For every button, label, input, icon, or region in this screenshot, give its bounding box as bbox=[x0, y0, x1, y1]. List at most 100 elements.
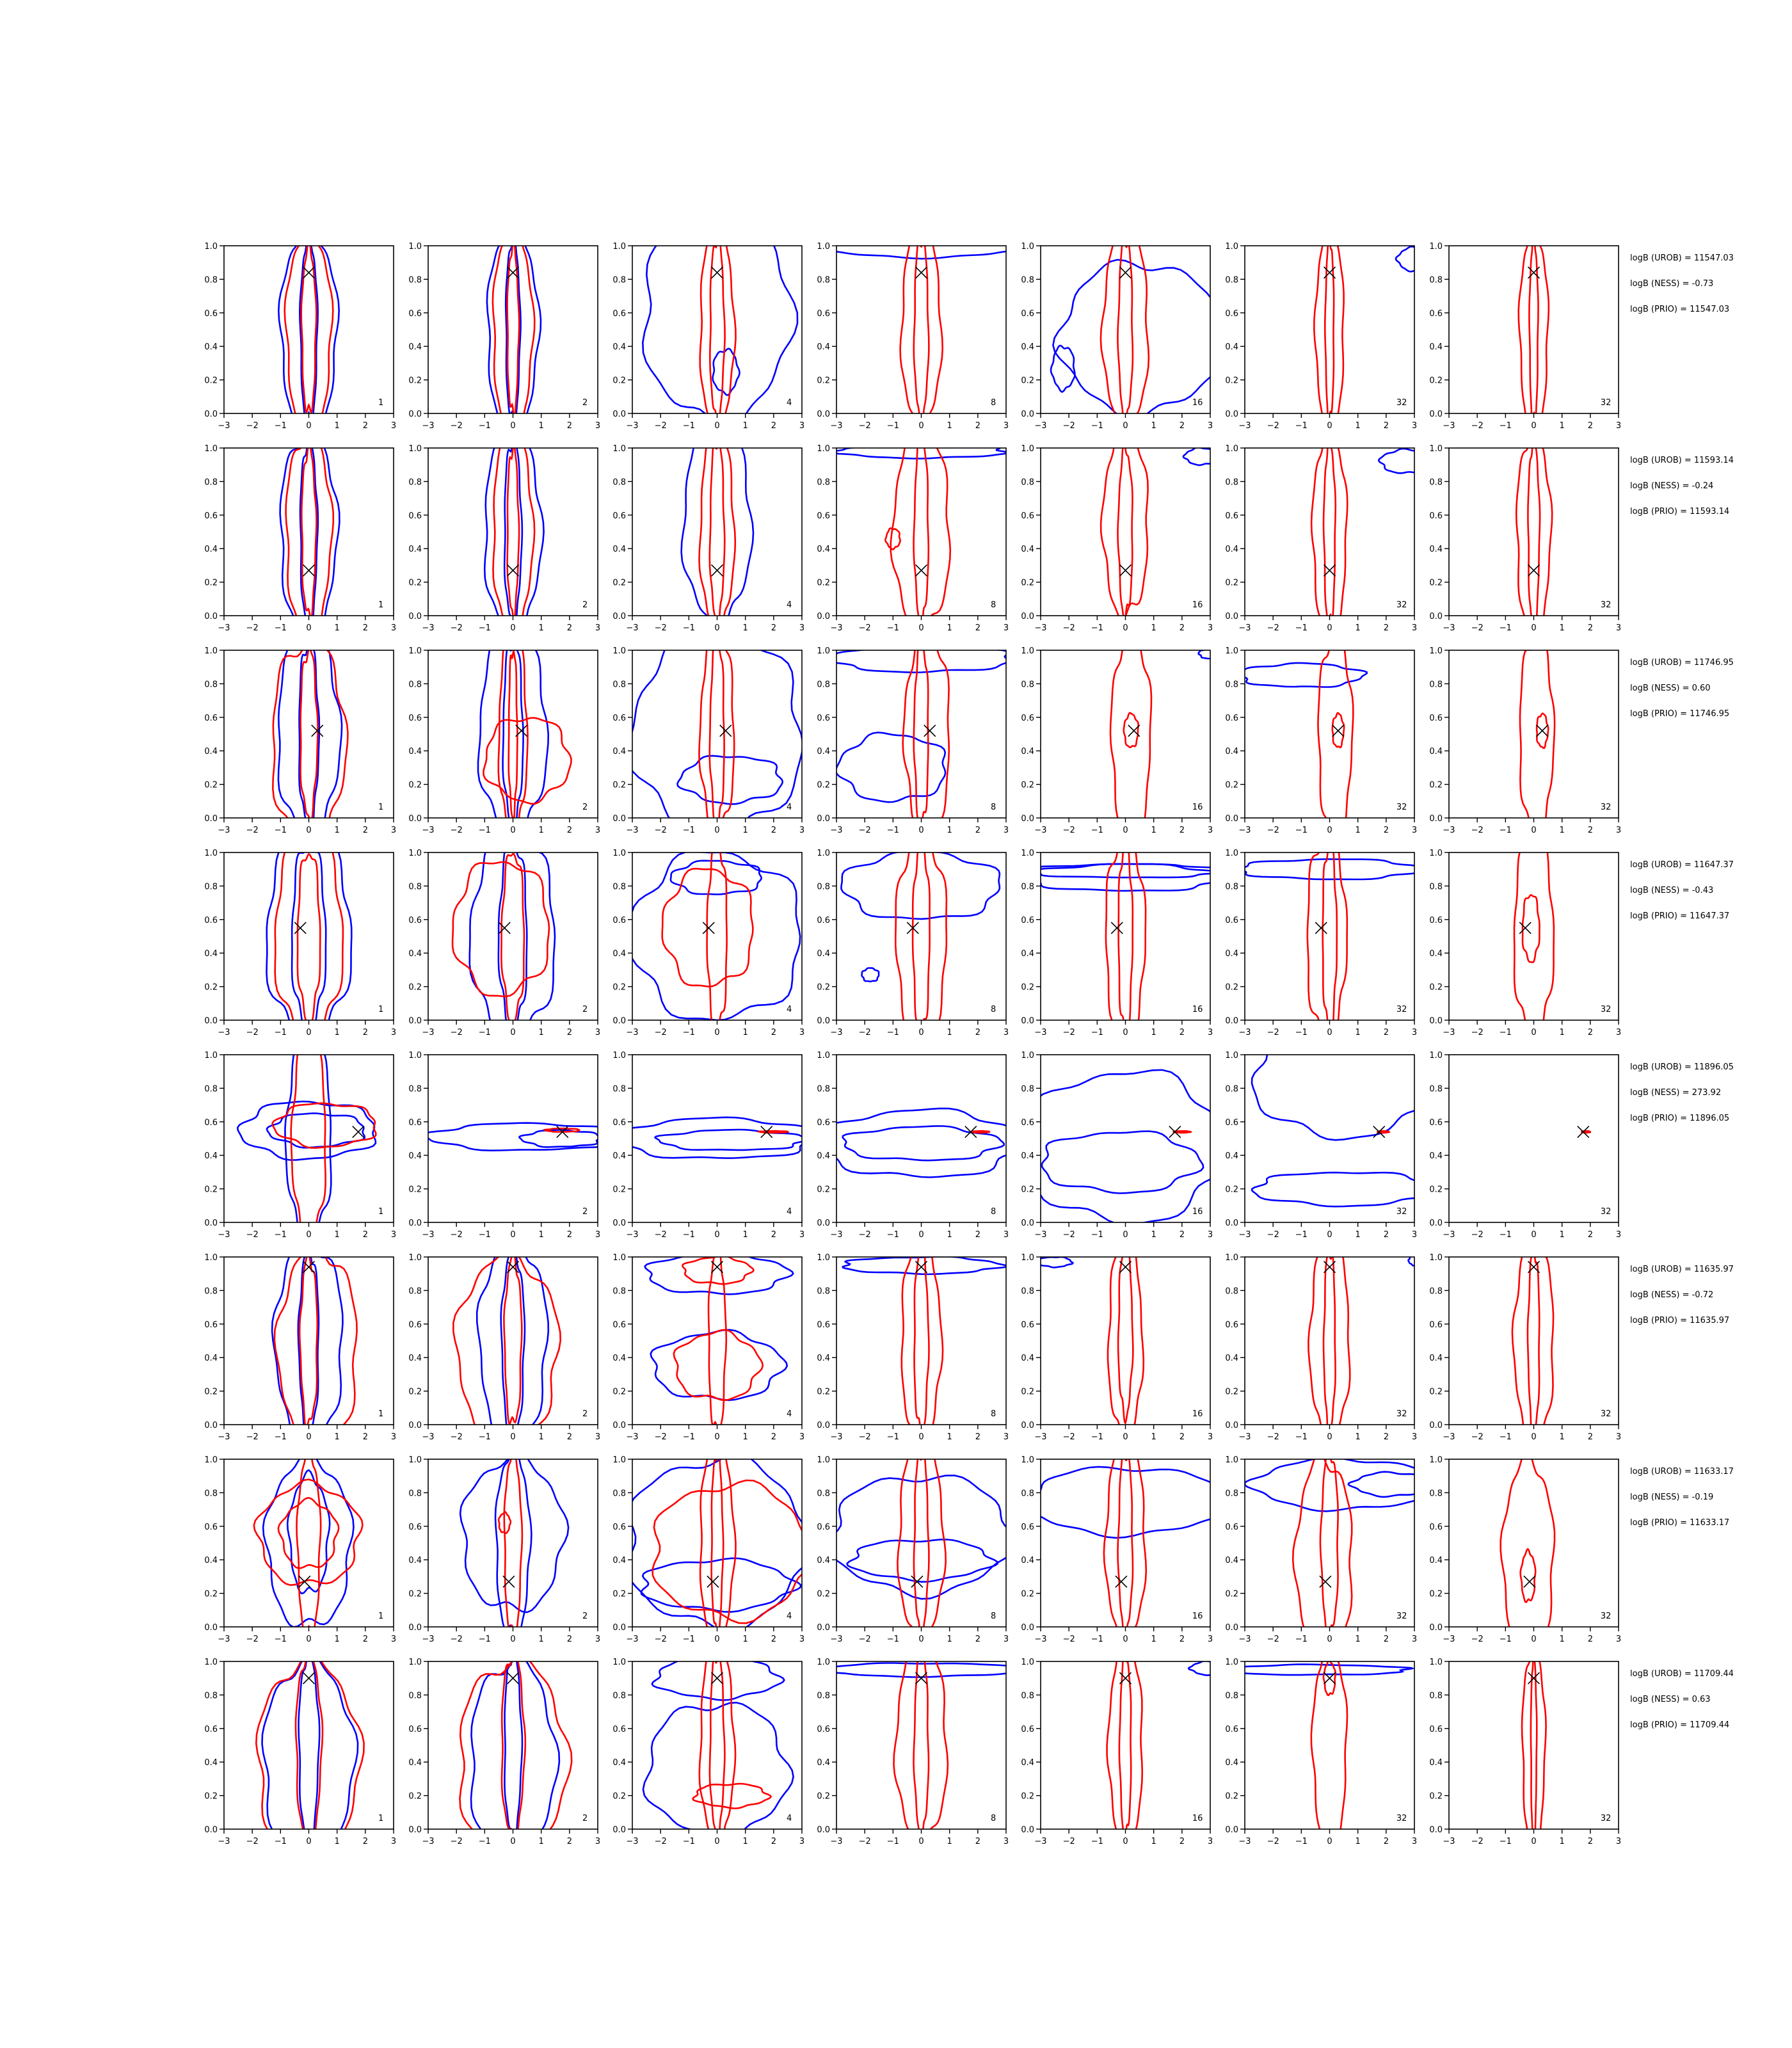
x-tick-label: −3 bbox=[1238, 1230, 1251, 1240]
y-tick-label: 0.4 bbox=[1429, 747, 1443, 756]
x-tick-label: 0 bbox=[510, 1837, 515, 1846]
panel-label: 16 bbox=[1192, 1814, 1203, 1823]
y-tick-label: 0.4 bbox=[1021, 1151, 1034, 1161]
blue-contour bbox=[298, 1661, 321, 1829]
axes-frame bbox=[428, 447, 598, 616]
panel-label: 1 bbox=[378, 1207, 383, 1217]
y-tick-label: 0.0 bbox=[1225, 1421, 1238, 1430]
y-tick-label: 0.2 bbox=[408, 1388, 422, 1397]
panel-label: 8 bbox=[991, 1612, 996, 1621]
x-tick-label: 0 bbox=[714, 1432, 719, 1442]
panel: −3 −2 −1 0 1 2 3 0.0 0.2 0.4 0.6 0.8 1.0 16 bbox=[1021, 444, 1213, 633]
y-tick-label: 0.0 bbox=[1429, 1623, 1443, 1633]
x-tick-label: 2 bbox=[1588, 1028, 1593, 1037]
blue-contour bbox=[1188, 1661, 1210, 1676]
axes-frame bbox=[836, 447, 1007, 616]
blue-contour bbox=[842, 1125, 1005, 1162]
blue-contour bbox=[428, 1122, 598, 1152]
panel-label: 2 bbox=[582, 398, 588, 408]
x-tick-label: 1 bbox=[1560, 1837, 1565, 1846]
y-tick-label: 1.0 bbox=[408, 1051, 422, 1060]
x-tick-label: 3 bbox=[799, 1635, 804, 1644]
x-tick-label: 1 bbox=[947, 1028, 952, 1037]
panel: −3 −2 −1 0 1 2 3 0.0 0.2 0.4 0.6 0.8 1.0 16 bbox=[1021, 242, 1213, 431]
x-tick-label: 2 bbox=[1384, 1635, 1389, 1644]
x-tick-label: 0 bbox=[510, 1635, 515, 1644]
contours bbox=[836, 1107, 1006, 1178]
red-contour bbox=[1118, 1661, 1132, 1829]
x-tick-label: −3 bbox=[830, 1837, 842, 1846]
x-marker bbox=[498, 922, 511, 934]
blue-contour bbox=[504, 246, 522, 413]
y-tick-label: 0.0 bbox=[817, 410, 830, 419]
x-tick-label: −3 bbox=[1443, 826, 1455, 835]
y-tick-label: 0.8 bbox=[408, 1691, 422, 1700]
red-contour bbox=[273, 1257, 358, 1425]
x-tick-label: −1 bbox=[1091, 1432, 1103, 1442]
x-tick-label: −2 bbox=[1267, 1028, 1279, 1037]
y-tick-label: 0.8 bbox=[1021, 275, 1034, 285]
y-tick-label: 1.0 bbox=[204, 1253, 218, 1263]
axes-frame bbox=[1040, 1256, 1211, 1425]
red-contour bbox=[710, 1459, 724, 1627]
y-tick-label: 0.0 bbox=[204, 410, 218, 419]
red-contour bbox=[497, 1511, 512, 1535]
x-tick-label: −3 bbox=[830, 1635, 842, 1644]
x-tick-label: 1 bbox=[539, 1635, 544, 1644]
y-tick-label: 0.8 bbox=[817, 882, 830, 892]
x-tick-label: 2 bbox=[1180, 1028, 1185, 1037]
y-tick-label: 0.4 bbox=[408, 342, 422, 352]
red-contour bbox=[1515, 448, 1553, 616]
y-tick-label: 0.6 bbox=[612, 1320, 626, 1330]
x-marker bbox=[506, 1672, 520, 1684]
contours bbox=[271, 1257, 358, 1425]
x-tick-label: −1 bbox=[479, 1230, 491, 1240]
x-tick-label: 3 bbox=[799, 1432, 804, 1442]
blue-contour bbox=[1251, 1055, 1414, 1141]
x-tick-label: −2 bbox=[655, 1635, 667, 1644]
blue-contour bbox=[503, 448, 524, 616]
x-tick-label: 2 bbox=[1588, 1230, 1593, 1240]
contours bbox=[840, 852, 1001, 1020]
x-tick-label: 0 bbox=[714, 1230, 719, 1240]
y-tick-label: 0.6 bbox=[1429, 1320, 1443, 1330]
y-tick-label: 0.6 bbox=[817, 1118, 830, 1128]
x-tick-label: −2 bbox=[246, 1635, 259, 1644]
red-contour bbox=[884, 527, 901, 550]
x-tick-label: 1 bbox=[1560, 421, 1565, 431]
x-tick-label: 3 bbox=[1004, 1230, 1009, 1240]
y-tick-label: 0.6 bbox=[204, 1320, 218, 1330]
blue-contour bbox=[1050, 344, 1076, 393]
y-tick-label: 0.8 bbox=[1429, 1084, 1443, 1094]
x-tick-label: 0 bbox=[1531, 826, 1536, 835]
contours bbox=[1041, 1069, 1210, 1222]
x-tick-label: 2 bbox=[975, 1635, 980, 1644]
y-tick-label: 1.0 bbox=[817, 444, 830, 454]
x-tick-label: −2 bbox=[1267, 826, 1279, 835]
x-tick-label: 3 bbox=[799, 826, 804, 835]
y-tick-label: 0.8 bbox=[204, 477, 218, 487]
x-tick-label: 0 bbox=[714, 1837, 719, 1846]
y-tick-label: 1.0 bbox=[1225, 1051, 1238, 1060]
red-contour bbox=[1317, 650, 1354, 818]
red-contour bbox=[1521, 894, 1540, 964]
panel-label: 32 bbox=[1396, 803, 1407, 812]
x-tick-label: 0 bbox=[1123, 421, 1128, 431]
y-tick-label: 1.0 bbox=[408, 646, 422, 656]
y-tick-label: 0.6 bbox=[817, 916, 830, 925]
x-marker bbox=[707, 1575, 719, 1588]
blue-contour bbox=[483, 448, 545, 616]
x-tick-label: 0 bbox=[1327, 1028, 1332, 1037]
panel-label: 2 bbox=[582, 1612, 588, 1621]
x-marker bbox=[1323, 1261, 1336, 1274]
y-tick-label: 0.2 bbox=[1429, 1590, 1443, 1599]
x-tick-label: 1 bbox=[1356, 1230, 1361, 1240]
x-tick-label: 0 bbox=[1327, 1230, 1332, 1240]
blue-contour bbox=[298, 246, 319, 413]
panel-label: 4 bbox=[787, 1409, 792, 1419]
axes-frame bbox=[1448, 245, 1619, 414]
y-tick-label: 0.6 bbox=[612, 1523, 626, 1532]
y-tick-label: 0.6 bbox=[408, 1523, 422, 1532]
x-tick-label: 2 bbox=[771, 1635, 776, 1644]
x-tick-label: 3 bbox=[1616, 623, 1621, 633]
